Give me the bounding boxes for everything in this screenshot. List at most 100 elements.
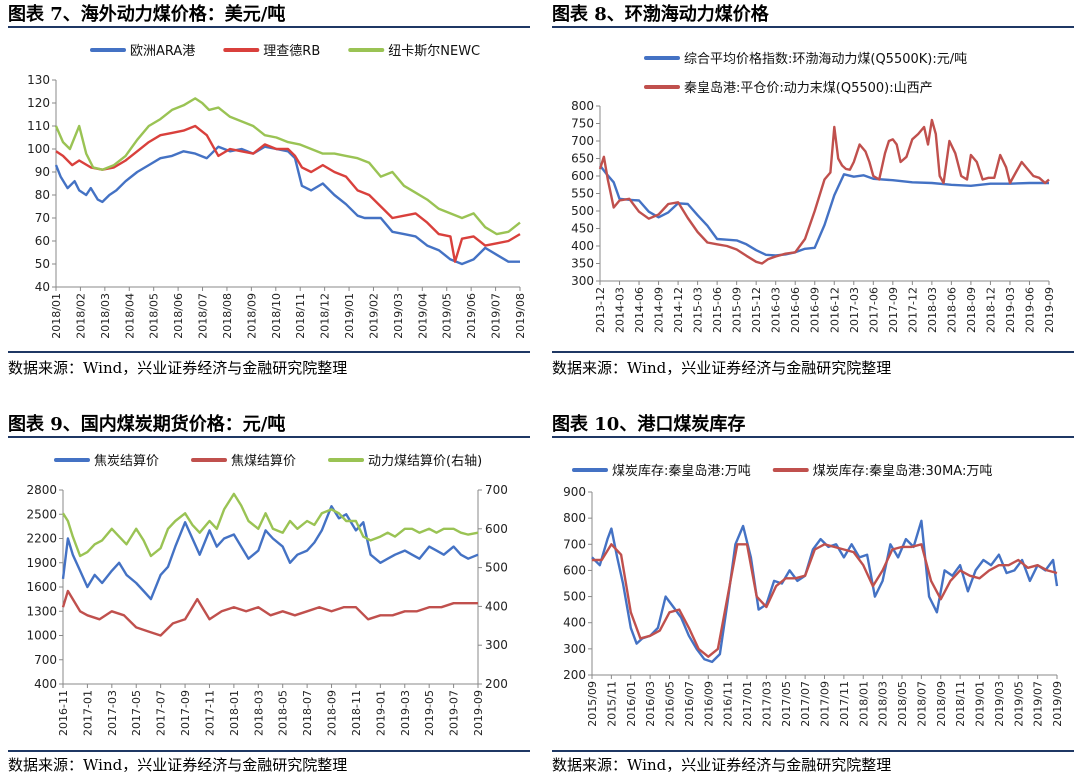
x-tick-label: 2016/01	[625, 681, 638, 727]
y-tick-label: 2800	[26, 483, 57, 497]
x-tick-label: 2016-03	[770, 287, 783, 333]
y-right-tick-label: 400	[485, 599, 508, 613]
y-tick-label: 300	[563, 642, 586, 656]
x-tick-label: 2019/05	[441, 293, 454, 339]
chart-svg: 400 700 1000 1300 1600 1900 2200 2500 2800 200 300…	[8, 440, 530, 750]
x-tick-label: 2019/04	[416, 293, 429, 339]
y-tick-label: 500	[571, 204, 594, 218]
y-tick-label: 2200	[26, 532, 57, 546]
x-tick-label: 2015-12	[750, 287, 763, 333]
x-tick-label: 2019/09	[1051, 681, 1064, 727]
x-tick-label: 2019/01	[974, 681, 987, 727]
chart-panel-3: 图表 9、国内煤炭期货价格：元/吨 400 700 1000 1300 1600 1900…	[8, 410, 530, 774]
chart-title: 图表 7、海外动力煤价格：美元/吨	[8, 0, 285, 26]
x-tick-label: 2019-03	[399, 690, 412, 736]
y-right-tick-label: 700	[485, 483, 508, 497]
legend-item: 纽卡斯尔NEWC	[350, 44, 480, 59]
x-tick-label: 2019/08	[514, 293, 527, 339]
x-tick-label: 2019-01	[374, 690, 387, 736]
x-tick-label: 2015/11	[605, 681, 618, 727]
x-tick-label: 2018-09	[326, 690, 339, 736]
x-tick-label: 2018-11	[350, 690, 363, 736]
chart-title: 图表 8、环渤海动力煤价格	[552, 0, 769, 26]
y-tick-label: 500	[563, 590, 586, 604]
x-tick-label: 2019/01	[343, 293, 356, 339]
x-tick-label: 2015-06	[711, 287, 724, 333]
x-tick-label: 2019-03	[1004, 287, 1017, 333]
x-tick-label: 2018-06	[945, 287, 958, 333]
y-tick-label: 100	[27, 142, 50, 156]
y-right-tick-label: 300	[485, 638, 508, 652]
series-line-2	[56, 126, 520, 262]
y-tick-label: 130	[27, 73, 50, 87]
x-tick-label: 2019-09	[1043, 287, 1056, 333]
x-tick-label: 2019-07	[448, 690, 461, 736]
x-tick-label: 2017/05	[780, 681, 793, 727]
x-tick-label: 2014-12	[672, 287, 685, 333]
x-tick-label: 2018-01	[228, 690, 241, 736]
source-rule	[8, 351, 530, 353]
chart-svg: 300 350 400 450 500 550 600 650 700 750 800 2013-12…	[552, 30, 1074, 350]
legend-item: 动力煤结算价(右轴)	[330, 454, 482, 469]
series-line-3	[63, 494, 478, 556]
y-tick-label: 200	[563, 668, 586, 682]
y-tick-label: 80	[35, 188, 50, 202]
x-tick-label: 2017/07	[799, 681, 812, 727]
title-rule	[552, 26, 1074, 28]
x-tick-label: 2017-06	[867, 287, 880, 333]
x-tick-label: 2018/06	[172, 293, 185, 339]
y-tick-label: 400	[34, 677, 57, 691]
series-line-1	[592, 521, 1057, 662]
x-tick-label: 2019/05	[1012, 681, 1025, 727]
y-tick-label: 1600	[26, 580, 57, 594]
legend-item: 理查德RB	[225, 44, 320, 59]
y-right-tick-label: 500	[485, 561, 508, 575]
x-tick-label: 2019-09	[472, 690, 485, 736]
y-tick-label: 300	[571, 274, 594, 288]
y-tick-label: 60	[35, 234, 50, 248]
x-tick-label: 2015/09	[586, 681, 599, 727]
x-tick-label: 2014-06	[633, 287, 646, 333]
y-tick-label: 1300	[26, 604, 57, 618]
x-tick-label: 2017-07	[155, 690, 168, 736]
legend-label: 焦炭结算价	[94, 454, 159, 469]
y-tick-label: 650	[571, 152, 594, 166]
x-tick-label: 2016/07	[683, 681, 696, 727]
y-right-tick-label: 200	[485, 677, 508, 691]
series-line-2	[600, 120, 1049, 264]
y-tick-label: 1900	[26, 556, 57, 570]
source-rule	[8, 750, 530, 752]
x-tick-label: 2014-03	[614, 287, 627, 333]
x-tick-label: 2019/06	[465, 293, 478, 339]
x-tick-label: 2017-03	[848, 287, 861, 333]
legend-item: 秦皇岛港:平仓价:动力末煤(Q5500):山西产	[646, 80, 933, 96]
y-right-tick-label: 600	[485, 522, 508, 536]
legend: 焦炭结算价 焦煤结算价 动力煤结算价(右轴)	[56, 454, 482, 469]
y-tick-label: 600	[563, 563, 586, 577]
y-tick-label: 600	[571, 169, 594, 183]
legend-item: 煤炭库存:秦皇岛港:万吨	[574, 463, 751, 479]
x-tick-label: 2013-12	[594, 287, 607, 333]
x-tick-label: 2016/03	[644, 681, 657, 727]
legend-item: 综合平均价格指数:环渤海动力煤(Q5500K):元/吨	[646, 51, 967, 67]
x-tick-label: 2018/08	[221, 293, 234, 339]
chart-panel-4: 图表 10、港口煤炭库存 200 300 400 500 600 700 800 900 201…	[552, 410, 1074, 774]
y-tick-label: 800	[563, 511, 586, 525]
x-tick-label: 2015-03	[692, 287, 705, 333]
x-tick-label: 2017-12	[906, 287, 919, 333]
legend-label: 煤炭库存:秦皇岛港:30MA:万吨	[813, 463, 993, 479]
legend: 煤炭库存:秦皇岛港:万吨 煤炭库存:秦皇岛港:30MA:万吨	[574, 463, 992, 479]
x-tick-label: 2018-03	[252, 690, 265, 736]
axes: 400 700 1000 1300 1600 1900 2200 2500 2800 200 300…	[26, 483, 507, 736]
legend-label: 煤炭库存:秦皇岛港:万吨	[612, 463, 751, 479]
x-tick-label: 2017-09	[887, 287, 900, 333]
y-tick-label: 70	[35, 211, 50, 225]
x-tick-label: 2016/11	[722, 681, 735, 727]
x-tick-label: 2017/01	[741, 681, 754, 727]
series-line-1	[56, 147, 520, 264]
legend-label: 焦煤结算价	[231, 454, 296, 469]
x-tick-label: 2019/07	[1032, 681, 1045, 727]
x-tick-label: 2017/09	[819, 681, 832, 727]
x-tick-label: 2018/03	[877, 681, 890, 727]
x-tick-label: 2016/09	[702, 681, 715, 727]
